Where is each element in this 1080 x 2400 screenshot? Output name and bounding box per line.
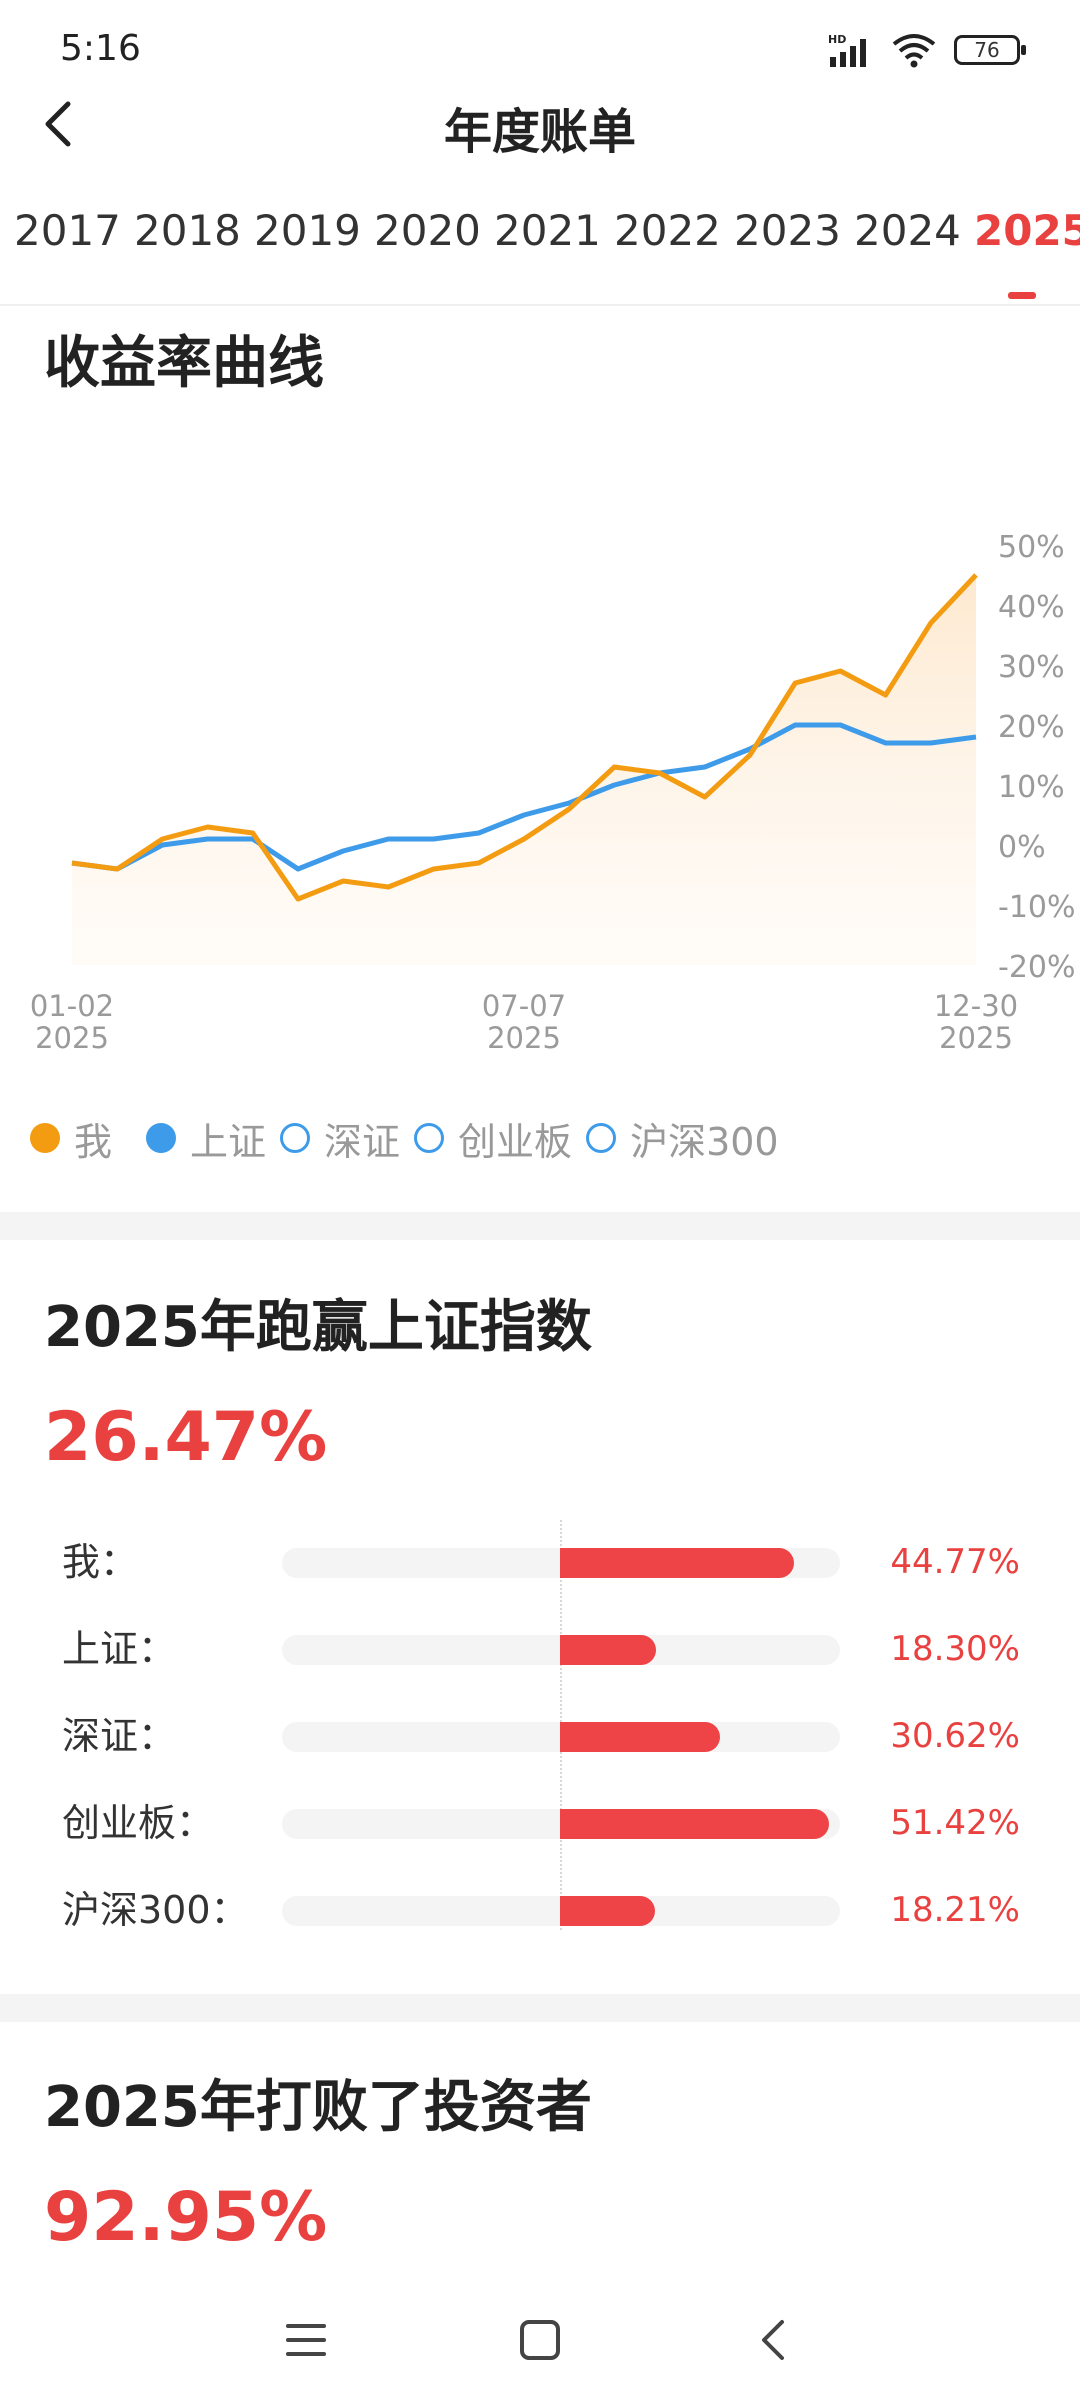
chart-section-title: 收益率曲线 (44, 331, 324, 396)
bar-fill (560, 1722, 720, 1752)
legend-label-shenzhen: 深证 (324, 1119, 401, 1164)
legend-dot-shenzhen (280, 1123, 311, 1153)
defeat-section-title: 2025年打败了投资者 (44, 2075, 592, 2140)
battery-icon: 76 (954, 35, 1026, 65)
svg-text:HD: HD (828, 33, 846, 46)
y-tick-label: 50% (998, 530, 1065, 565)
year-tabs: 2017 2018 2019 2020 2021 2022 2023 2024 … (0, 196, 1080, 306)
x-tick-year: 2025 (35, 1021, 109, 1055)
bar-row-me: 我： 44.77% (0, 1532, 1080, 1592)
bar-value: 44.77% (890, 1542, 1020, 1582)
legend-item-csi300[interactable]: 沪深300 (586, 1111, 779, 1166)
bar-fill (560, 1896, 655, 1926)
home-button[interactable] (500, 2300, 580, 2380)
tab-2022[interactable]: 2022 (614, 206, 721, 255)
section-divider (0, 1994, 1080, 2022)
x-tick-date: 07-07 (482, 989, 566, 1023)
tab-active-indicator (1008, 292, 1036, 299)
home-square-icon (520, 2320, 560, 2360)
bar-label: 沪深300： (62, 1888, 249, 1932)
x-tick-year: 2025 (939, 1021, 1013, 1055)
bar-label: 上证： (62, 1627, 177, 1671)
bar-value: 51.42% (890, 1803, 1020, 1843)
nav-bar: 年度账单 (0, 70, 1080, 180)
beat-value: 26.47% (44, 1398, 328, 1477)
legend-dot-shanghai (146, 1123, 177, 1153)
system-nav-bar (0, 2280, 1080, 2400)
system-back-button[interactable] (734, 2300, 814, 2380)
bar-label: 创业板： (62, 1801, 215, 1845)
tab-2023[interactable]: 2023 (734, 206, 841, 255)
bar-label: 深证： (62, 1714, 177, 1758)
bar-value: 18.30% (890, 1629, 1020, 1669)
y-tick-label: 30% (998, 650, 1065, 685)
tab-2020[interactable]: 2020 (374, 206, 481, 255)
tab-2024[interactable]: 2024 (854, 206, 961, 255)
defeat-value: 92.95% (44, 2178, 328, 2257)
bar-row-csi300: 沪深300： 18.21% (0, 1880, 1080, 1940)
series-line-shanghai (71, 722, 977, 872)
legend-label-csi300: 沪深300 (630, 1119, 779, 1164)
back-button[interactable] (28, 92, 92, 156)
legend-item-shanghai[interactable]: 上证 (146, 1111, 266, 1166)
y-tick-label: 20% (998, 710, 1065, 745)
legend-label-shanghai: 上证 (190, 1119, 267, 1164)
menu-button[interactable] (266, 2300, 346, 2380)
chevron-left-icon (45, 101, 71, 147)
legend-dot-csi300 (586, 1123, 617, 1153)
series-line-me (71, 573, 978, 902)
legend-label-chinext: 创业板 (458, 1119, 573, 1164)
legend-label-me: 我 (74, 1119, 113, 1164)
bar-fill (560, 1548, 794, 1578)
tab-2017[interactable]: 2017 (14, 206, 121, 255)
legend-item-shenzhen[interactable]: 深证 (280, 1111, 400, 1166)
tab-2025[interactable]: 2025 (974, 206, 1080, 255)
tab-2018[interactable]: 2018 (134, 206, 241, 255)
menu-icon (286, 2324, 326, 2356)
beat-section-title: 2025年跑赢上证指数 (44, 1295, 592, 1360)
chart-legend: 我 上证 深证 创业板 沪深300 (30, 1110, 793, 1166)
status-time: 5:16 (60, 28, 141, 69)
bar-row-chinext: 创业板： 51.42% (0, 1793, 1080, 1853)
bar-value: 18.21% (890, 1890, 1020, 1930)
tab-2021[interactable]: 2021 (494, 206, 601, 255)
signal-icon: HD (828, 33, 866, 67)
series-area-me (72, 575, 976, 965)
bar-row-shanghai: 上证： 18.30% (0, 1619, 1080, 1679)
y-tick-label: 0% (998, 830, 1046, 865)
bar-label: 我： (62, 1540, 139, 1584)
return-curve-chart: 50% 40% 30% 20% 10% 0% -10% -20% 01-02 2025 07-07 2… (0, 500, 1080, 1060)
y-tick-label: -10% (998, 890, 1076, 925)
chart-svg: 50%40%30%20%10%0%-10%-20%01-02202507-072… (30, 530, 1076, 1055)
x-tick-year: 2025 (487, 1021, 561, 1055)
back-triangle-icon (762, 2320, 784, 2360)
x-tick-date: 12-30 (934, 989, 1018, 1023)
x-tick-date: 01-02 (30, 989, 114, 1023)
section-divider (0, 1212, 1080, 1240)
bar-value: 30.62% (890, 1716, 1020, 1756)
status-bar: 5:16 HD 76 (0, 0, 1080, 100)
y-tick-label: -20% (998, 950, 1076, 985)
legend-item-me[interactable]: 我 (30, 1111, 112, 1166)
legend-item-chinext[interactable]: 创业板 (414, 1111, 572, 1166)
legend-dot-me (30, 1123, 60, 1153)
bar-row-shenzhen: 深证： 30.62% (0, 1706, 1080, 1766)
page-title: 年度账单 (443, 104, 636, 160)
wifi-icon (892, 34, 936, 68)
y-tick-label: 40% (998, 590, 1065, 625)
tab-2019[interactable]: 2019 (254, 206, 361, 255)
y-tick-label: 10% (998, 770, 1065, 805)
status-icons: HD 76 (828, 30, 1026, 70)
bar-fill (560, 1809, 829, 1839)
legend-dot-chinext (414, 1123, 445, 1153)
bar-fill (560, 1635, 656, 1665)
